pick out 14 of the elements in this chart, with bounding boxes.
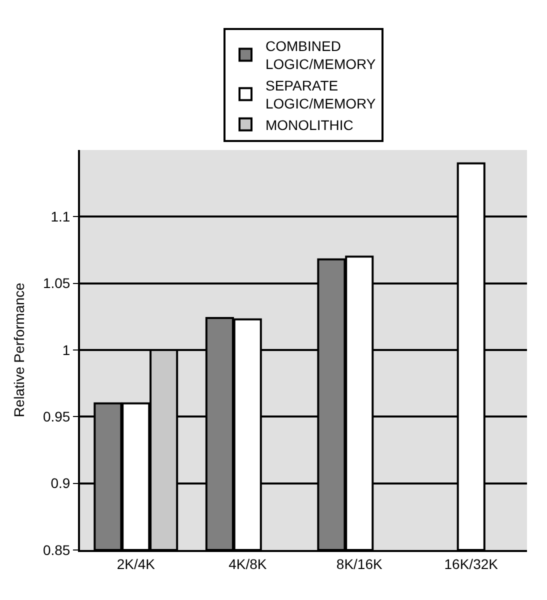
y-tick-label: 1.05 bbox=[42, 275, 70, 292]
x-tick-label: 8K/16K bbox=[336, 556, 383, 572]
y-tick-label: 1.1 bbox=[50, 208, 70, 225]
y-axis-title: Relative Performance bbox=[11, 282, 28, 418]
legend-label: SEPARATE LOGIC/MEMORY bbox=[266, 77, 376, 112]
y-tick-label: 0.9 bbox=[50, 475, 70, 492]
y-tick-label: 0.85 bbox=[42, 542, 70, 558]
x-tick-label: 2K/4K bbox=[116, 556, 156, 572]
x-tick-label: 16K/32K bbox=[444, 556, 499, 572]
legend-label: MONOLITHIC bbox=[266, 116, 354, 133]
y-tick-label: 1 bbox=[62, 342, 70, 358]
legend-label: COMBINED LOGIC/MEMORY bbox=[266, 38, 376, 72]
y-tick-label: 0.95 bbox=[42, 408, 70, 425]
x-tick-label: 4K/8K bbox=[228, 556, 268, 572]
